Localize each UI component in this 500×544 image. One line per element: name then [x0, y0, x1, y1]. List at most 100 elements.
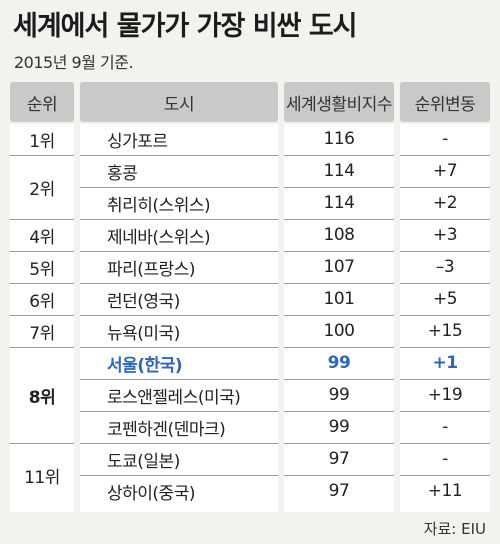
row-divider — [400, 347, 490, 348]
index-cell: 97 — [328, 449, 350, 469]
rank-cell: 4위 — [29, 227, 55, 248]
row-divider — [80, 155, 278, 156]
row-divider — [284, 155, 394, 156]
city-cell: 서울(한국) — [107, 355, 183, 376]
chart-subtitle: 2015년 9월 기준. — [14, 53, 134, 72]
row-divider — [400, 155, 490, 156]
city-cell: 로스앤젤레스(미국) — [107, 387, 241, 408]
row-divider — [400, 411, 490, 412]
index-cell: 99 — [328, 417, 350, 437]
row-divider — [284, 475, 394, 476]
row-divider — [80, 443, 278, 444]
row-divider — [284, 347, 394, 348]
row-divider — [400, 475, 490, 476]
row-divider — [284, 187, 394, 188]
index-cell: 100 — [323, 321, 355, 341]
rank-cell: 11위 — [24, 467, 60, 488]
row-divider — [80, 411, 278, 412]
row-divider — [80, 315, 278, 316]
row-divider — [284, 315, 394, 316]
row-divider — [400, 283, 490, 284]
row-divider — [80, 219, 278, 220]
rank-divider — [10, 315, 74, 316]
row-divider — [400, 379, 490, 380]
row-divider — [284, 283, 394, 284]
row-divider — [80, 251, 278, 252]
row-divider — [284, 411, 394, 412]
rank-divider — [10, 155, 74, 156]
row-divider — [284, 251, 394, 252]
index-cell: 116 — [323, 129, 355, 149]
city-cell: 홍콩 — [107, 163, 138, 184]
header-rank: 순위 — [10, 82, 74, 122]
change-column-body: - +7 +2 +3 –3 +5 +15 +1 +19 - - +11 — [400, 124, 490, 512]
index-cell: 107 — [323, 257, 355, 277]
city-cell: 파리(프랑스) — [107, 259, 195, 280]
row-divider — [400, 443, 490, 444]
index-cell: 114 — [323, 161, 355, 181]
row-divider — [284, 443, 394, 444]
rank-cell: 8위 — [28, 387, 56, 408]
rank-divider — [10, 283, 74, 284]
change-cell: +19 — [427, 385, 463, 405]
rank-cell: 6위 — [29, 291, 55, 312]
row-divider — [80, 283, 278, 284]
row-divider — [80, 379, 278, 380]
change-cell: +5 — [432, 289, 458, 309]
row-divider — [284, 219, 394, 220]
index-column: 세계생활비지수 116 114 114 108 107 101 100 99 99 99 97 97 — [284, 82, 394, 512]
change-cell: - — [442, 449, 448, 469]
index-cell: 99 — [327, 353, 351, 373]
index-column-body: 116 114 114 108 107 101 100 99 99 99 97 97 — [284, 124, 394, 512]
rank-column-body: 1위 2위 4위 5위 6위 7위 8위 11위 — [10, 124, 74, 512]
change-cell: +7 — [432, 161, 458, 181]
city-cell: 코펜하겐(덴마크) — [107, 419, 226, 440]
change-cell: +1 — [432, 353, 458, 373]
index-cell: 97 — [328, 481, 350, 501]
rank-divider — [10, 347, 74, 348]
change-cell: +3 — [432, 225, 458, 245]
row-divider — [400, 251, 490, 252]
source-note: 자료: EIU — [423, 520, 486, 538]
change-cell: –3 — [435, 257, 455, 277]
index-cell: 108 — [323, 225, 355, 245]
header-city: 도시 — [80, 82, 278, 122]
city-cell: 런던(영국) — [107, 291, 180, 312]
index-cell: 114 — [323, 193, 355, 213]
row-divider — [80, 187, 278, 188]
change-cell: - — [442, 129, 448, 149]
row-divider — [284, 379, 394, 380]
change-column: 순위변동 - +7 +2 +3 –3 +5 +15 +1 +19 - - +11 — [400, 82, 490, 512]
rank-cell: 5위 — [29, 259, 55, 280]
chart-title: 세계에서 물가가 가장 비싼 도시 — [13, 11, 358, 42]
rank-divider — [10, 219, 74, 220]
city-cell: 싱가포르 — [107, 131, 168, 152]
city-cell: 뉴욕(미국) — [107, 323, 180, 344]
change-cell: +2 — [432, 193, 458, 213]
row-divider — [80, 347, 278, 348]
index-cell: 101 — [323, 289, 355, 309]
city-cell: 제네바(스위스) — [107, 227, 211, 248]
row-divider — [400, 219, 490, 220]
rank-cell: 7위 — [29, 323, 55, 344]
row-divider — [400, 315, 490, 316]
rank-column: 순위 1위 2위 4위 5위 6위 7위 8위 11위 — [10, 82, 74, 512]
row-divider — [80, 475, 278, 476]
rank-cell: 1위 — [29, 131, 55, 152]
city-cell: 취리히(스위스) — [107, 195, 211, 216]
change-cell: - — [442, 417, 448, 437]
change-cell: +11 — [427, 481, 463, 501]
header-change: 순위변동 — [400, 82, 490, 122]
row-divider — [400, 187, 490, 188]
city-cell: 도쿄(일본) — [107, 451, 180, 472]
rank-divider — [10, 443, 74, 444]
header-index: 세계생활비지수 — [284, 82, 394, 122]
rank-cell: 2위 — [29, 179, 55, 200]
rank-divider — [10, 251, 74, 252]
index-cell: 99 — [328, 385, 350, 405]
change-cell: +15 — [427, 321, 463, 341]
city-cell: 상하이(중국) — [107, 483, 195, 504]
